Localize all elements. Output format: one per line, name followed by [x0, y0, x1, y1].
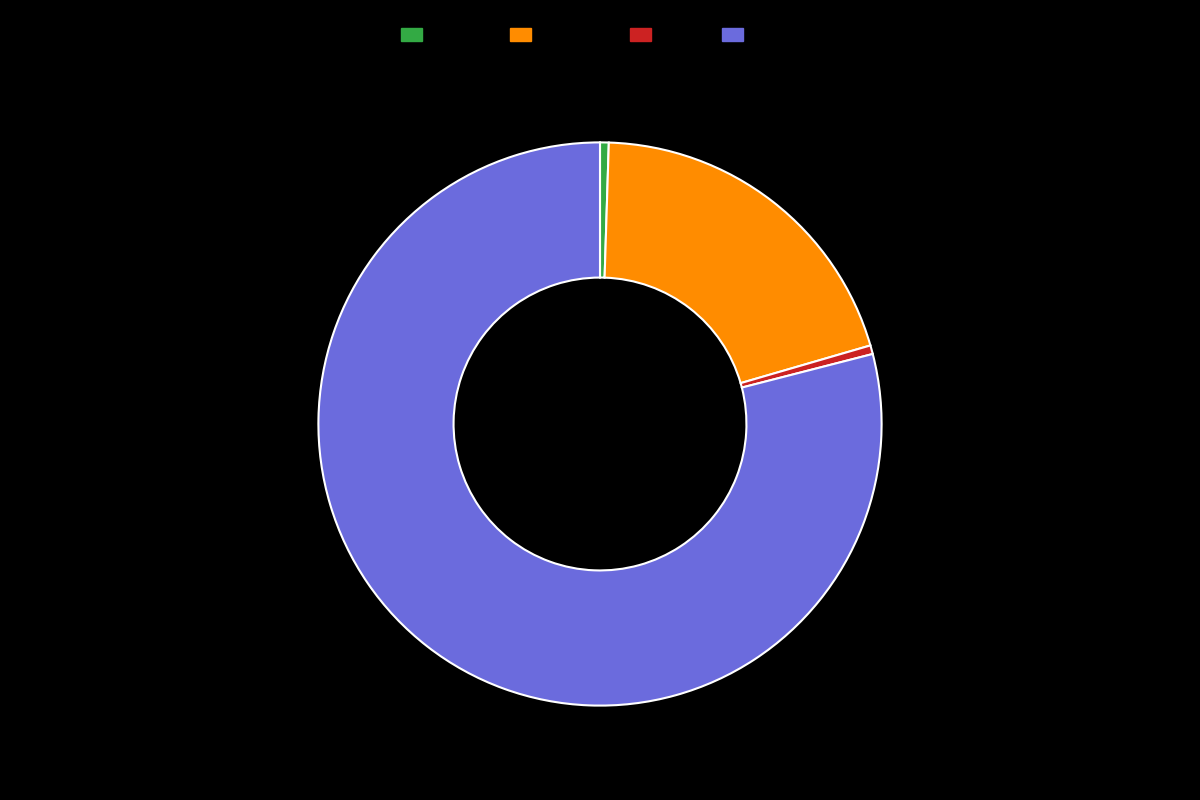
Wedge shape: [600, 142, 608, 278]
Wedge shape: [318, 142, 882, 706]
Wedge shape: [740, 346, 872, 387]
Wedge shape: [605, 142, 870, 383]
Legend: Terraform, Kubernetes, Ansible, Docker: Terraform, Kubernetes, Ansible, Docker: [396, 22, 804, 48]
